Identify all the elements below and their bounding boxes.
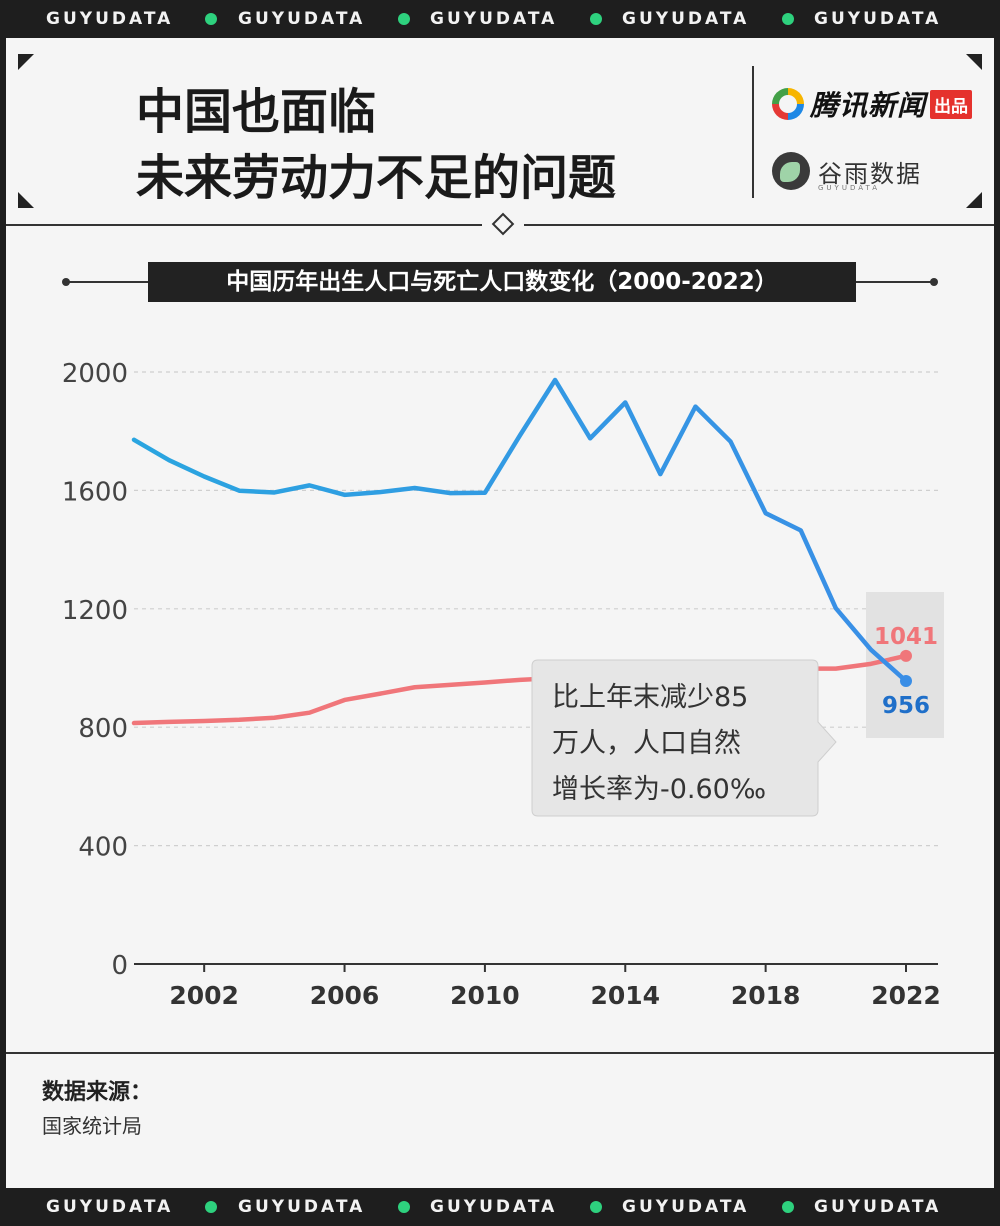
band-text: GUYUDATA — [46, 1197, 174, 1217]
annotation-callout — [531, 659, 837, 817]
deaths-end-label: 1041 — [874, 624, 938, 650]
top-brand-band: GUYUDATA GUYUDATA GUYUDATA GUYUDATA GUYU… — [0, 0, 1000, 38]
title-dot-icon — [930, 278, 938, 286]
births-end-label: 956 — [882, 693, 930, 719]
x-tick-label: 2014 — [590, 981, 660, 1010]
header: 中国也面临 未来劳动力不足的问题 腾讯新闻 出品 谷雨数据 GUYUDATA — [6, 38, 994, 220]
header-divider — [752, 66, 754, 198]
band-dot-icon — [590, 1201, 602, 1213]
band-dot-icon — [782, 1201, 794, 1213]
brand1-badge: 出品 — [930, 89, 973, 119]
annotation-text-line: 万人，人口自然 — [552, 728, 741, 759]
page-title-line-1: 中国也面临 — [136, 84, 377, 140]
corner-mark-icon — [18, 54, 34, 70]
band-dot-icon — [205, 13, 217, 25]
chart-title-bar: 中国历年出生人口与死亡人口数变化（2000-2022） — [6, 262, 994, 302]
end-value-highlight — [866, 592, 944, 738]
page-title-line-2: 未来劳动力不足的问题 — [136, 150, 617, 206]
infographic-card: 中国也面临 未来劳动力不足的问题 腾讯新闻 出品 谷雨数据 GUYUDATA 中… — [6, 38, 994, 1188]
band-text: GUYUDATA — [238, 9, 366, 29]
band-text: GUYUDATA — [622, 9, 750, 29]
x-tick-label: 2018 — [731, 981, 801, 1010]
corner-mark-icon — [966, 54, 982, 70]
band-dot-icon — [590, 13, 602, 25]
births-series-line — [131, 377, 909, 684]
x-tick-label: 2002 — [169, 981, 239, 1010]
band-dot-icon — [205, 1201, 217, 1213]
band-text: GUYUDATA — [430, 1197, 558, 1217]
band-dot-icon — [782, 13, 794, 25]
y-tick-label: 2000 — [62, 359, 128, 389]
brand2-subtext: GUYUDATA — [818, 184, 880, 192]
band-dot-icon — [398, 13, 410, 25]
chart-title: 中国历年出生人口与死亡人口数变化（2000-2022） — [148, 262, 856, 302]
footer-rule — [6, 1052, 994, 1054]
y-tick-label: 400 — [78, 833, 128, 863]
band-text: GUYUDATA — [238, 1197, 366, 1217]
band-text: GUYUDATA — [46, 9, 174, 29]
title-rule — [854, 281, 934, 283]
y-tick-label: 1200 — [62, 596, 128, 626]
y-tick-label: 800 — [78, 714, 128, 744]
births-end-marker — [900, 675, 912, 688]
deaths-end-marker — [900, 649, 912, 662]
y-tick-label: 1600 — [62, 477, 128, 507]
band-text: GUYUDATA — [430, 9, 558, 29]
band-text: GUYUDATA — [622, 1197, 750, 1217]
bottom-brand-band: GUYUDATA GUYUDATA GUYUDATA GUYUDATA GUYU… — [0, 1188, 1000, 1226]
source-label: 数据来源： — [42, 1080, 153, 1105]
source-value: 国家统计局 — [42, 1114, 142, 1138]
brand2-name: 谷雨数据 — [818, 159, 922, 188]
band-text: GUYUDATA — [814, 9, 942, 29]
header-rule — [6, 224, 482, 226]
annotation-text-line: 增长率为-0.60‰ — [552, 774, 766, 805]
guyu-bird-logo-icon — [772, 152, 810, 190]
x-tick-label: 2010 — [450, 981, 520, 1010]
corner-mark-icon — [18, 192, 34, 208]
title-rule — [66, 281, 150, 283]
tencent-news-brand: 腾讯新闻 出品 — [772, 86, 973, 122]
annotation-text-line: 比上年末减少85 — [552, 682, 748, 713]
band-dot-icon — [398, 1201, 410, 1213]
band-text: GUYUDATA — [814, 1197, 942, 1217]
y-tick-label: 0 — [111, 951, 128, 981]
x-tick-label: 2006 — [310, 981, 380, 1010]
corner-mark-icon — [966, 192, 982, 208]
guyu-data-brand: 谷雨数据 GUYUDATA — [772, 150, 922, 192]
brand1-name: 腾讯新闻 — [810, 89, 927, 122]
line-chart: 0 400 800 1200 1600 2000 2002 2006 2010 2014 2018 2… — [62, 359, 944, 1010]
x-tick-label: 2022 — [871, 981, 941, 1010]
tencent-news-logo-icon — [772, 88, 804, 120]
header-rule — [524, 224, 994, 226]
